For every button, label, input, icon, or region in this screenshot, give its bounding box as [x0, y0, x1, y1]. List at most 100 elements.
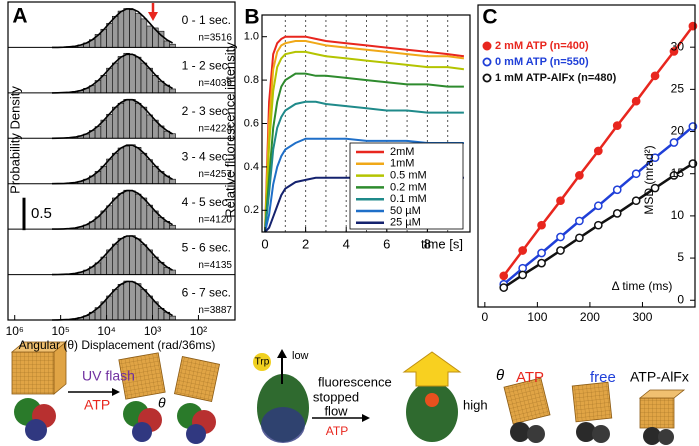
bar — [140, 106, 148, 139]
point — [650, 153, 660, 163]
x-tick-label: 0 — [261, 236, 268, 251]
point — [556, 196, 565, 206]
label: UV flash — [82, 368, 135, 384]
row-count: n=4120 — [198, 214, 232, 225]
bar — [140, 152, 148, 185]
bar — [106, 113, 113, 139]
bar — [146, 114, 153, 139]
bar — [112, 197, 119, 230]
cube-grid — [503, 377, 551, 425]
protein — [406, 382, 458, 442]
bar — [129, 144, 136, 185]
bar — [169, 269, 176, 275]
bar — [169, 88, 176, 94]
bar — [169, 178, 176, 185]
trp — [425, 393, 439, 407]
x-axis-title: time [s] — [421, 236, 463, 251]
y-tick-label: 0 — [677, 292, 684, 306]
label: stopped — [313, 389, 359, 404]
y-tick-label: 30 — [671, 39, 685, 53]
x-tick-label: 10⁶ — [6, 324, 24, 338]
bar — [112, 106, 119, 139]
protein — [643, 427, 661, 445]
panel-label: A — [12, 5, 27, 28]
y-tick-label: 1.0 — [244, 31, 259, 43]
x-axis-title: Angular (θ) Displacement (rad/36ms) — [19, 338, 216, 352]
legend-label: 0.1 mM — [390, 193, 427, 205]
row-label: 2 - 3 sec. — [182, 104, 231, 118]
bar — [117, 147, 125, 185]
point — [575, 216, 584, 226]
bar — [123, 8, 130, 48]
bar — [123, 99, 130, 139]
bar — [140, 289, 148, 321]
bar — [112, 152, 119, 185]
point — [593, 146, 603, 156]
legend-label: 2mM — [390, 146, 414, 158]
row-label: 5 - 6 sec. — [182, 240, 231, 254]
x-tick-label: 2 — [302, 236, 309, 251]
legend-label: 1 mM ATP-AlFx (n=480) — [495, 72, 617, 84]
y-tick-label: 5 — [677, 250, 684, 264]
label: low — [292, 350, 309, 362]
frame — [477, 4, 696, 308]
point — [631, 196, 641, 206]
protein — [527, 425, 545, 443]
x-tick-label: 4 — [343, 236, 350, 251]
protein — [658, 429, 674, 445]
x-tick-label: 10⁵ — [51, 324, 69, 338]
big-arrow — [402, 351, 462, 387]
protein — [261, 407, 305, 443]
bar — [117, 56, 125, 94]
bar — [134, 193, 142, 230]
bar — [123, 52, 130, 94]
row-count: n=4257 — [198, 169, 232, 180]
bar — [123, 145, 130, 185]
panel-label: C — [482, 6, 497, 29]
row-label: 0 - 1 sec. — [182, 13, 231, 27]
point — [575, 171, 584, 180]
bar — [112, 243, 119, 275]
point — [612, 185, 622, 195]
bar — [129, 9, 136, 48]
legend-marker — [482, 57, 492, 67]
bar — [123, 280, 130, 321]
illustration-right: θ ATP free ATP-AlFx — [496, 367, 689, 445]
illustration-left: UV flash ATP θ — [10, 341, 221, 444]
bar — [134, 147, 142, 185]
point — [612, 209, 622, 218]
bar — [117, 10, 125, 48]
bar — [112, 62, 119, 94]
x-tick-label: 200 — [580, 310, 600, 324]
x-tick-label: 100 — [527, 310, 547, 324]
row-count: n=4135 — [198, 260, 232, 271]
bar — [140, 244, 148, 275]
bar — [134, 283, 142, 321]
cube-grid — [640, 398, 674, 428]
bar — [140, 18, 148, 48]
bar — [117, 102, 125, 139]
x-tick-label: 10⁴ — [97, 324, 116, 338]
bar — [169, 224, 176, 230]
row-count: n=3887 — [198, 305, 232, 316]
point — [518, 246, 528, 255]
fit-curve — [51, 144, 173, 185]
label: fluorescence — [318, 374, 392, 389]
x-tick-label: 10³ — [144, 324, 161, 338]
fit-curve — [52, 8, 173, 49]
arrowhead — [112, 388, 120, 396]
bar — [146, 204, 153, 230]
bar — [106, 205, 113, 230]
protein — [132, 422, 152, 442]
row-count: n=3516 — [198, 33, 232, 44]
bar — [129, 190, 136, 230]
x-tick-label: 0 — [481, 310, 488, 324]
y-tick-label: 0.2 — [244, 204, 259, 216]
bar — [169, 133, 176, 139]
line — [264, 137, 464, 233]
line — [264, 50, 465, 233]
legend-label: 1mM — [390, 158, 414, 170]
y-axis-title: MSD (mrad²) — [642, 145, 656, 214]
y-tick-label: 0.8 — [244, 74, 259, 86]
